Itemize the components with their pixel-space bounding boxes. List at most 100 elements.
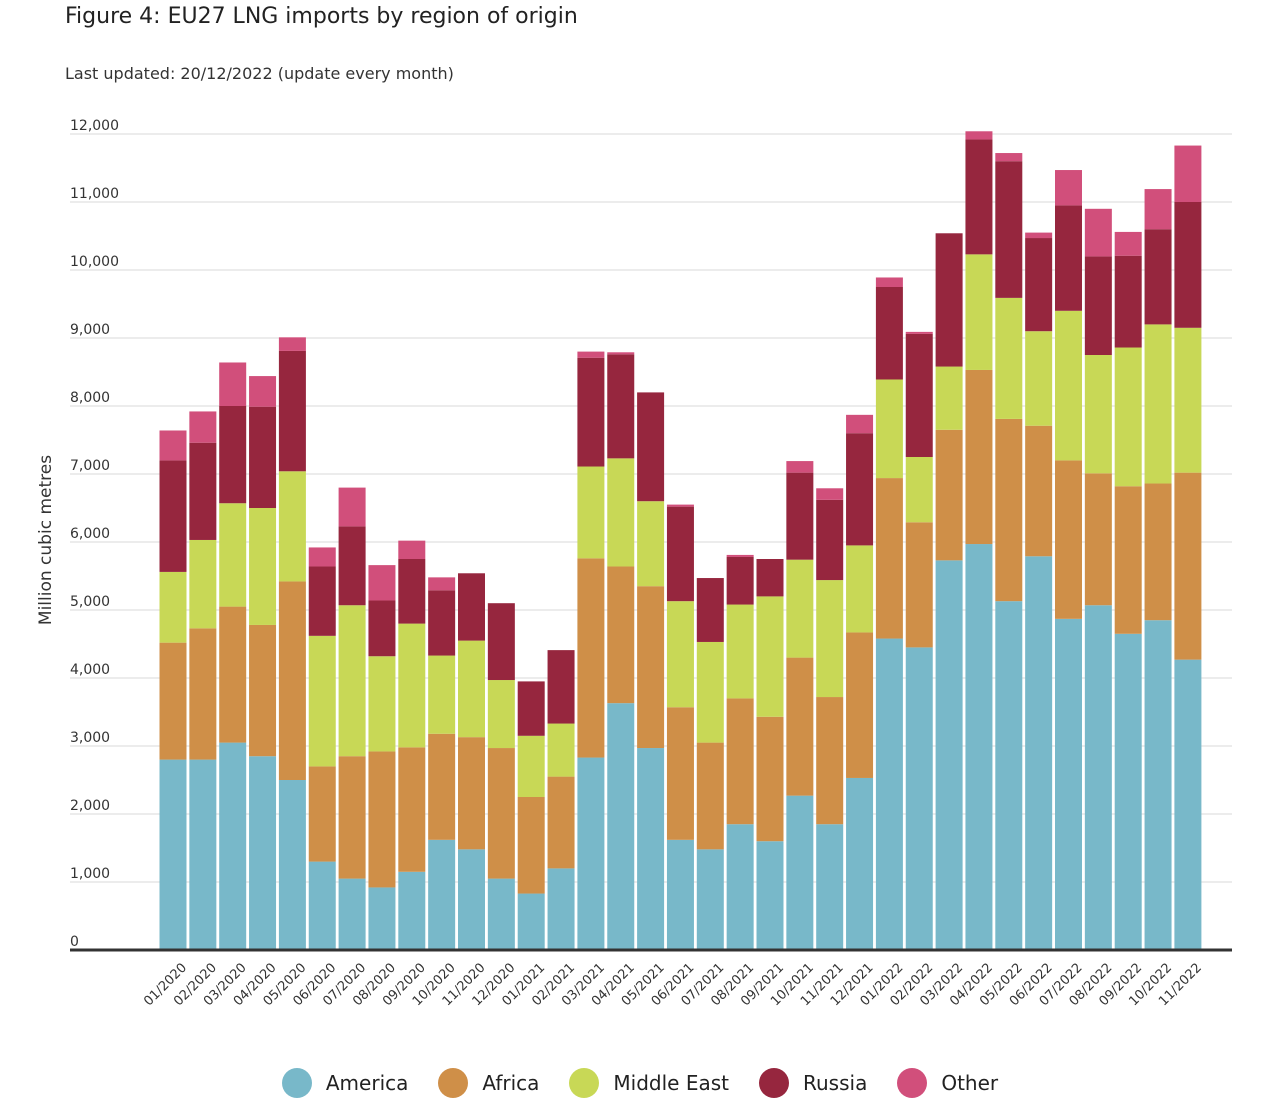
bar-segment-russia [995,161,1023,298]
bar-segment-middle-east [816,580,844,698]
bar-segment-africa [159,642,187,760]
bar-segment-other [249,376,277,407]
bar-segment-america [189,759,217,950]
bar-segment-middle-east [995,297,1023,419]
y-tick-label: 0 [70,934,79,950]
bar-segment-middle-east [637,501,665,587]
bar-segment-russia [577,357,605,467]
bar-segment-africa [308,766,336,862]
bar-segment-middle-east [1025,331,1053,426]
bar-segment-other [308,547,336,567]
bar-segment-russia [547,650,575,724]
legend-label-russia: Russia [803,1071,868,1095]
bar-segment-other [368,565,396,601]
bar-segment-america [398,871,426,950]
bar-segment-other [577,351,605,358]
bar-segment-other [219,362,247,406]
bar-segment-middle-east [1084,355,1112,474]
bar-segment-middle-east [786,559,814,658]
bar-segment-middle-east [278,471,306,582]
bar-segment-middle-east [308,635,336,767]
bar-segment-america [846,777,874,950]
bar-segment-africa [637,586,665,749]
bar-segment-america [816,824,844,950]
legend-label-america: America [325,1071,409,1095]
bar-segment-other [1084,208,1112,257]
bar-segment-africa [1174,472,1202,660]
bar-segment-russia [487,603,515,681]
bar-segment-middle-east [517,735,545,797]
bar-segment-russia [398,559,426,624]
bar-segment-america [965,544,993,950]
bar-segment-africa [428,733,456,840]
chart-subtitle: Last updated: 20/12/2022 (update every m… [65,64,454,83]
bar-segment-russia [1174,202,1202,328]
y-tick-label: 8,000 [70,390,110,406]
legend-item-russia: Russia [759,1068,867,1098]
y-tick-label: 2,000 [70,798,110,814]
bar-segment-africa [1025,425,1053,557]
bar-segment-africa [607,566,635,704]
legend-label-other: Other [941,1071,999,1095]
bar-segment-america [995,601,1023,950]
legend-dot-middle-east [569,1068,600,1098]
bar-segment-america [875,638,903,950]
legend-label-middle-east: Middle East [613,1071,729,1095]
bar-segment-africa [666,707,694,840]
bar-segment-africa [517,797,545,894]
bar-segment-middle-east [696,641,724,743]
bar-segment-other [159,430,187,461]
bar-segment-africa [487,748,515,879]
bar-segment-america [696,849,724,950]
bar-segment-america [458,849,485,950]
bar-segment-africa [249,624,277,757]
bar-segment-middle-east [846,545,874,633]
legend-item-other: Other [897,1068,998,1098]
y-tick-label: 1,000 [70,866,110,882]
bar-segment-africa [219,606,247,743]
bar-segment-russia [875,287,903,380]
legend-item-america: America [281,1068,409,1098]
bar-segment-africa [905,522,933,648]
legend-dot-russia [759,1068,789,1098]
x-axis-labels: 01/202002/202003/202004/202005/202006/20… [141,960,1205,1009]
bar-segment-america [637,748,665,950]
legend-dot-africa [438,1068,469,1098]
bar-segment-russia [607,354,635,459]
bar-segment-africa [577,558,605,758]
bar-segment-other [1174,145,1202,202]
bar-segment-russia [219,406,247,504]
bar-segment-america [1025,556,1053,950]
bar-segment-middle-east [875,379,903,479]
bars [159,131,1202,950]
bar-segment-middle-east [905,457,933,523]
bar-segment-russia [696,578,724,642]
y-tick-label: 3,000 [70,730,110,746]
bar-segment-russia [786,472,814,560]
bar-segment-russia [935,233,963,367]
bar-segment-other [1144,189,1172,230]
y-axis-title: Million cubic metres [36,455,56,625]
bar-segment-middle-east [428,655,456,734]
bar-segment-africa [1055,460,1082,619]
bar-segment-other [905,331,933,334]
bar-segment-middle-east [1055,310,1082,461]
bar-segment-america [159,759,187,950]
bar-segment-russia [666,506,694,602]
legend-item-africa: Africa [438,1068,539,1098]
bar-segment-other [1025,232,1053,239]
bar-segment-africa [458,737,485,850]
bar-segment-russia [1144,229,1172,325]
bar-segment-middle-east [487,680,515,749]
bar-segment-other [278,337,306,351]
bar-segment-america [756,841,784,950]
bar-segment-russia [189,442,217,540]
bar-segment-other [965,131,993,140]
y-axis-labels: 0 1,000 2,000 3,000 4,000 5,000 6,000 7,000 8,00… [70,118,119,950]
bar-segment-other [1055,170,1082,206]
bar-segment-middle-east [1114,347,1142,487]
bar-segment-america [607,703,635,950]
bar-segment-america [666,839,694,950]
bar-segment-middle-east [338,605,366,757]
bar-segment-russia [637,392,665,502]
